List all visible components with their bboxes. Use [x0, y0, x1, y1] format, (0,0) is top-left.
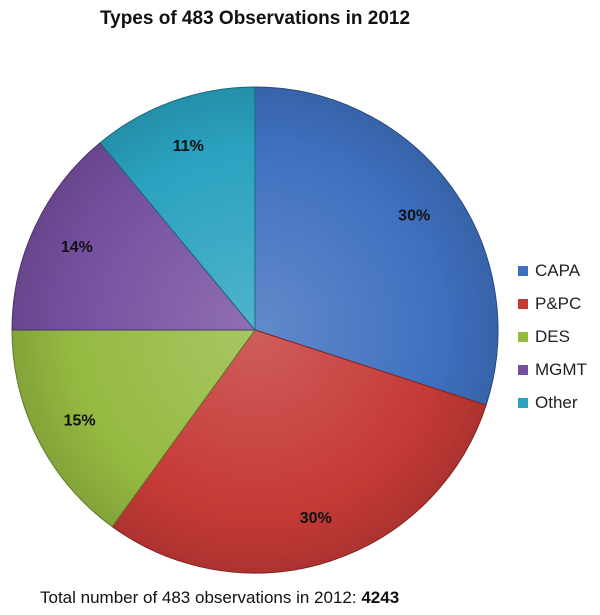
legend-item: P&PC	[518, 287, 598, 320]
legend-item: DES	[518, 320, 598, 353]
legend-item: CAPA	[518, 254, 598, 287]
pie-slice-capa	[254, 86, 499, 406]
legend-label: Other	[535, 392, 578, 412]
footer-total: 4243	[361, 588, 400, 607]
legend-label: P&PC	[535, 293, 582, 313]
legend-label: CAPA	[535, 260, 581, 280]
chart-title: Types of 483 Observations in 2012	[99, 8, 411, 29]
pie-slice-other	[99, 86, 256, 332]
legend-item: MGMT	[518, 353, 598, 386]
pie-slice-label: 30%	[398, 207, 430, 224]
footer-text: Total number of 483 observations in 2012…	[40, 588, 362, 607]
pie-slice-label: 14%	[61, 239, 93, 256]
pie-slices	[11, 86, 499, 574]
footer-note: Total number of 483 observations in 2012…	[40, 588, 399, 608]
pie-slice-p-pc	[111, 329, 487, 574]
pie-slice-label: 15%	[64, 412, 96, 429]
pie-slice-label: 11%	[173, 138, 204, 155]
legend-swatch	[518, 331, 528, 342]
legend-item: Other	[518, 386, 598, 419]
pie-labels: 30% 30% 15% 14% 11%	[61, 138, 430, 527]
legend: CAPA P&PC DES MGMT Other	[518, 254, 598, 419]
pie-slice-des	[11, 329, 256, 528]
pie-slice-mgmt	[11, 142, 257, 331]
legend-swatch	[518, 298, 528, 309]
legend-swatch	[518, 397, 528, 408]
legend-swatch	[518, 265, 528, 276]
legend-label: DES	[535, 326, 570, 346]
legend-label: MGMT	[535, 359, 587, 379]
legend-swatch	[518, 364, 528, 375]
pie-slice-label: 30%	[300, 510, 332, 527]
